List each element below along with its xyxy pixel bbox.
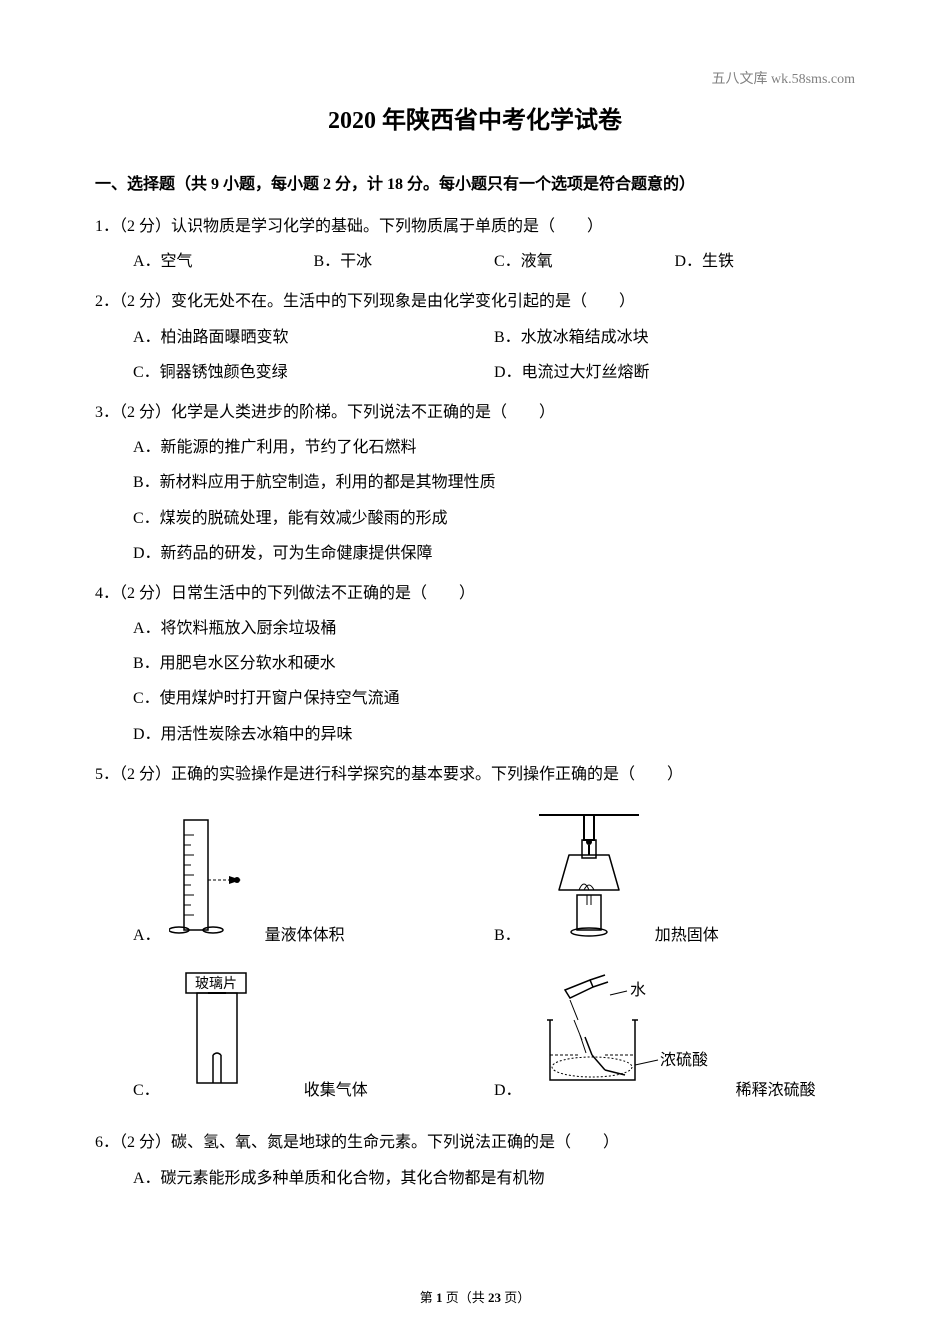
option-4A: A．将饮料瓶放入厨余垃圾桶	[95, 611, 855, 646]
glass-label: 玻璃片	[195, 975, 237, 992]
question-1-options: A．空气 B．干冰 C．液氧 D．生铁	[95, 244, 855, 279]
question-1-stem: 1．（2 分）认识物质是学习化学的基础。下列物质属于单质的是（ ）	[95, 209, 855, 244]
page-title: 2020 年陕西省中考化学试卷	[95, 100, 855, 135]
question-3: 3．（2 分）化学是人类进步的阶梯。下列说法不正确的是（ ） A．新能源的推广利…	[95, 395, 855, 571]
option-1C: C．液氧	[494, 244, 675, 279]
diagram-cylinder-icon	[169, 810, 259, 953]
option-2C: C．铜器锈蚀颜色变绿	[133, 355, 494, 390]
image-option-5D: D． 水	[494, 965, 855, 1108]
question-5-image-options: A．	[95, 800, 855, 1120]
question-6: 6．（2 分）碳、氢、氧、氮是地球的生命元素。下列说法正确的是（ ） A．碳元素…	[95, 1125, 855, 1195]
question-4-stem: 4．（2 分）日常生活中的下列做法不正确的是（ ）	[95, 576, 855, 611]
question-2-options-row2: C．铜器锈蚀颜色变绿 D．电流过大灯丝熔断	[95, 355, 855, 390]
image-option-5C: C． 玻璃片 收集气体	[133, 965, 494, 1108]
option-5B-label: B．	[494, 918, 521, 953]
option-2A: A．柏油路面曝晒变软	[133, 320, 494, 355]
option-5D-caption: 稀释浓硫酸	[736, 1073, 816, 1108]
option-1B: B．干冰	[314, 244, 495, 279]
diagram-dilute-acid-icon: 水 浓硫酸	[530, 965, 730, 1108]
option-5A-caption: 量液体体积	[265, 918, 345, 953]
option-6A: A．碳元素能形成多种单质和化合物，其化合物都是有机物	[95, 1161, 855, 1196]
option-3A: A．新能源的推广利用，节约了化石燃料	[95, 430, 855, 465]
question-5: 5．（2 分）正确的实验操作是进行科学探究的基本要求。下列操作正确的是（ ） A…	[95, 757, 855, 1121]
question-5-stem: 5．（2 分）正确的实验操作是进行科学探究的基本要求。下列操作正确的是（ ）	[95, 757, 855, 792]
option-5C-label: C．	[133, 1073, 160, 1108]
image-option-5A: A．	[133, 800, 494, 953]
option-1A: A．空气	[133, 244, 314, 279]
option-4C: C．使用煤炉时打开窗户保持空气流通	[95, 681, 855, 716]
question-2: 2．（2 分）变化无处不在。生活中的下列现象是由化学变化引起的是（ ） A．柏油…	[95, 284, 855, 390]
footer-suffix: 页）	[501, 1290, 530, 1305]
watermark-text: 五八文库 wk.58sms.com	[712, 68, 856, 88]
water-label: 水	[630, 981, 646, 999]
option-2B: B．水放冰箱结成冰块	[494, 320, 855, 355]
acid-label: 浓硫酸	[660, 1051, 708, 1069]
question-4: 4．（2 分）日常生活中的下列做法不正确的是（ ） A．将饮料瓶放入厨余垃圾桶 …	[95, 576, 855, 752]
option-4B: B．用肥皂水区分软水和硬水	[95, 646, 855, 681]
question-3-stem: 3．（2 分）化学是人类进步的阶梯。下列说法不正确的是（ ）	[95, 395, 855, 430]
option-4D: D．用活性炭除去冰箱中的异味	[95, 717, 855, 752]
footer-middle: 页（共	[442, 1290, 488, 1305]
question-6-stem: 6．（2 分）碳、氢、氧、氮是地球的生命元素。下列说法正确的是（ ）	[95, 1125, 855, 1160]
option-1D: D．生铁	[675, 244, 856, 279]
diagram-collect-gas-icon: 玻璃片	[168, 965, 298, 1108]
footer-total: 23	[488, 1290, 501, 1305]
question-1: 1．（2 分）认识物质是学习化学的基础。下列物质属于单质的是（ ） A．空气 B…	[95, 209, 855, 279]
page-footer: 第 1 页（共 23 页）	[0, 1287, 950, 1306]
image-option-5B: B． 加热固体	[494, 800, 855, 953]
option-2D: D．电流过大灯丝熔断	[494, 355, 855, 390]
option-5D-label: D．	[494, 1073, 522, 1108]
option-5B-caption: 加热固体	[655, 918, 719, 953]
option-3B: B．新材料应用于航空制造，利用的都是其物理性质	[95, 465, 855, 500]
question-2-stem: 2．（2 分）变化无处不在。生活中的下列现象是由化学变化引起的是（ ）	[95, 284, 855, 319]
option-3D: D．新药品的研发，可为生命健康提供保障	[95, 536, 855, 571]
option-5A-label: A．	[133, 918, 161, 953]
option-5C-caption: 收集气体	[304, 1073, 368, 1108]
question-2-options-row1: A．柏油路面曝晒变软 B．水放冰箱结成冰块	[95, 320, 855, 355]
section-header: 一、选择题（共 9 小题，每小题 2 分，计 18 分。每小题只有一个选项是符合…	[95, 170, 855, 194]
diagram-heat-solid-icon	[529, 800, 649, 953]
footer-prefix: 第	[420, 1290, 436, 1305]
option-3C: C．煤炭的脱硫处理，能有效减少酸雨的形成	[95, 501, 855, 536]
